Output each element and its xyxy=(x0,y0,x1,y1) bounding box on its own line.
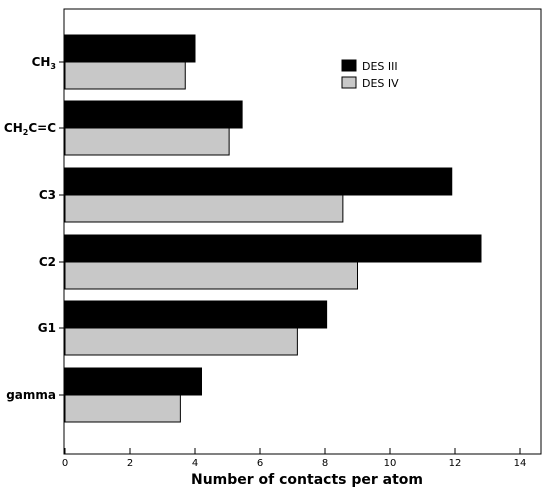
bar-des-iii-3 xyxy=(64,234,482,263)
bar-des-iv-2 xyxy=(64,194,344,223)
y-axis: CH3 CH2C=C C3 C2 G1 gamma xyxy=(4,55,64,402)
category-label: CH3 xyxy=(32,55,56,71)
bar-des-iv-3 xyxy=(64,261,358,290)
category-label: C3 xyxy=(39,188,56,202)
x-tick-label: 12 xyxy=(449,458,462,469)
legend-label: DES IV xyxy=(362,77,399,90)
x-axis-title: Number of contacts per atom xyxy=(191,472,423,488)
x-tick-label: 0 xyxy=(62,458,68,469)
bar-des-iii-4 xyxy=(64,300,328,329)
bar-des-iii-0 xyxy=(64,34,196,63)
bar-des-iv-1 xyxy=(64,127,230,156)
bars-layer xyxy=(64,34,482,423)
bar-des-iii-1 xyxy=(64,100,243,129)
category-label: G1 xyxy=(38,321,56,335)
x-tick-label: 2 xyxy=(127,458,133,469)
x-axis: 0 2 4 6 8 10 12 14 xyxy=(62,448,527,469)
legend: DES III DES IV xyxy=(341,59,399,90)
category-label: gamma xyxy=(6,388,56,402)
legend-label: DES III xyxy=(362,60,398,73)
bar-des-iv-0 xyxy=(64,61,186,90)
x-tick-label: 4 xyxy=(192,458,198,469)
category-label: C2 xyxy=(39,255,56,269)
bar-des-iv-4 xyxy=(64,327,298,356)
bar-des-iii-2 xyxy=(64,167,453,196)
bar-des-iii-5 xyxy=(64,367,202,396)
legend-swatch xyxy=(341,59,357,72)
x-tick-label: 6 xyxy=(257,458,263,469)
bar-des-iv-5 xyxy=(64,394,181,423)
x-tick-label: 14 xyxy=(514,458,527,469)
x-tick-label: 8 xyxy=(322,458,328,469)
legend-swatch xyxy=(341,76,357,89)
x-tick-label: 10 xyxy=(384,458,397,469)
category-label: CH2C=C xyxy=(4,121,56,137)
